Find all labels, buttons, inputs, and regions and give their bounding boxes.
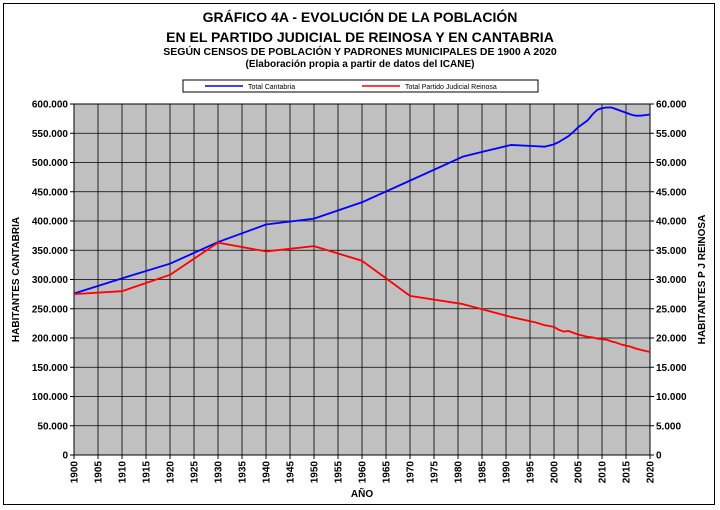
legend-box	[182, 79, 539, 93]
y-right-tick-label: 25.000	[656, 304, 687, 315]
x-tick-label: 2020	[646, 461, 657, 484]
x-tick-label: 1955	[334, 461, 345, 484]
y-right-tick-label: 45.000	[656, 187, 687, 198]
y-right-tick-label: 50.000	[656, 158, 687, 169]
x-tick-label: 1920	[166, 461, 177, 484]
y-left-tick-label: 350.000	[32, 246, 69, 257]
y-left-tick-label: 400.000	[32, 217, 69, 228]
x-tick-label: 2000	[550, 461, 561, 484]
chart-title: GRÁFICO 4A - EVOLUCIÓN DE LA POBLACIÓN	[202, 9, 518, 25]
y-left-tick-label: 0	[62, 451, 68, 462]
y-left-tick-label: 300.000	[32, 275, 69, 286]
x-tick-label: 1980	[454, 461, 465, 484]
y-right-tick-label: 55.000	[656, 129, 687, 140]
x-tick-label: 1995	[526, 461, 537, 484]
chart-title-line-2: EN EL PARTIDO JUDICIAL DE REINOSA Y EN C…	[166, 29, 554, 45]
y-right-tick-label: 5.000	[656, 421, 681, 432]
x-tick-label: 1900	[70, 461, 81, 484]
y-right-tick-label: 10.000	[656, 392, 687, 403]
x-tick-label: 1960	[358, 461, 369, 484]
x-tick-label: 1940	[262, 461, 273, 484]
x-tick-label: 1990	[502, 461, 513, 484]
x-tick-label: 1965	[382, 461, 393, 484]
x-axis-title: AÑO	[351, 487, 373, 500]
chart-subtitle: SEGÚN CENSOS DE POBLACIÓN Y PADRONES MUN…	[163, 46, 557, 58]
series-line-reinosa	[73, 241, 651, 353]
x-tick-label: 1935	[238, 461, 249, 484]
x-tick-label: 1985	[478, 461, 489, 484]
y-left-axis-title: HABITANTES CANTABRIA	[11, 217, 22, 342]
y-left-tick-label: 500.000	[32, 158, 69, 169]
y-left-tick-label: 450.000	[32, 187, 69, 198]
y-left-tick-label: 50.000	[37, 421, 68, 432]
x-tick-label: 1910	[118, 461, 129, 484]
legend-label-total-cantabria: Total Cantabria	[248, 84, 295, 91]
y-left-tick-label: 550.000	[32, 129, 69, 140]
y-left-tick-label: 200.000	[32, 334, 69, 345]
y-right-tick-label: 40.000	[656, 217, 687, 228]
y-right-tick-label: 60.000	[656, 100, 687, 111]
y-left-tick-label: 150.000	[32, 363, 69, 374]
y-left-tick-label: 250.000	[32, 304, 69, 315]
y-right-tick-label: 35.000	[656, 246, 687, 257]
y-right-tick-label: 15.000	[656, 363, 687, 374]
chart-source-note: (Elaboración propia a partir de datos de…	[245, 59, 475, 70]
legend-label-reinosa: Total Partido Judicial Reinosa	[405, 84, 497, 91]
x-tick-label: 1975	[430, 461, 441, 484]
y-right-axis-title: HABITANTES P J REINOSA	[697, 215, 708, 345]
y-right-tick-label: 30.000	[656, 275, 687, 286]
x-tick-label: 1905	[94, 461, 105, 484]
x-tick-label: 1930	[214, 461, 225, 484]
y-left-tick-label: 100.000	[32, 392, 69, 403]
series-line-total-cantabria	[73, 106, 651, 295]
x-tick-label: 2015	[622, 461, 633, 484]
y-right-tick-label: 0	[656, 451, 662, 462]
x-tick-label: 1970	[406, 461, 417, 484]
x-tick-label: 2010	[598, 461, 609, 484]
x-tick-label: 1925	[190, 461, 201, 484]
y-right-tick-label: 20.000	[656, 334, 687, 345]
x-tick-label: 2005	[574, 461, 585, 484]
x-tick-label: 1915	[142, 461, 153, 484]
x-tick-label: 1950	[310, 461, 321, 484]
y-left-tick-label: 600.000	[32, 100, 69, 111]
plot-border	[73, 103, 651, 456]
x-tick-label: 1945	[286, 461, 297, 484]
